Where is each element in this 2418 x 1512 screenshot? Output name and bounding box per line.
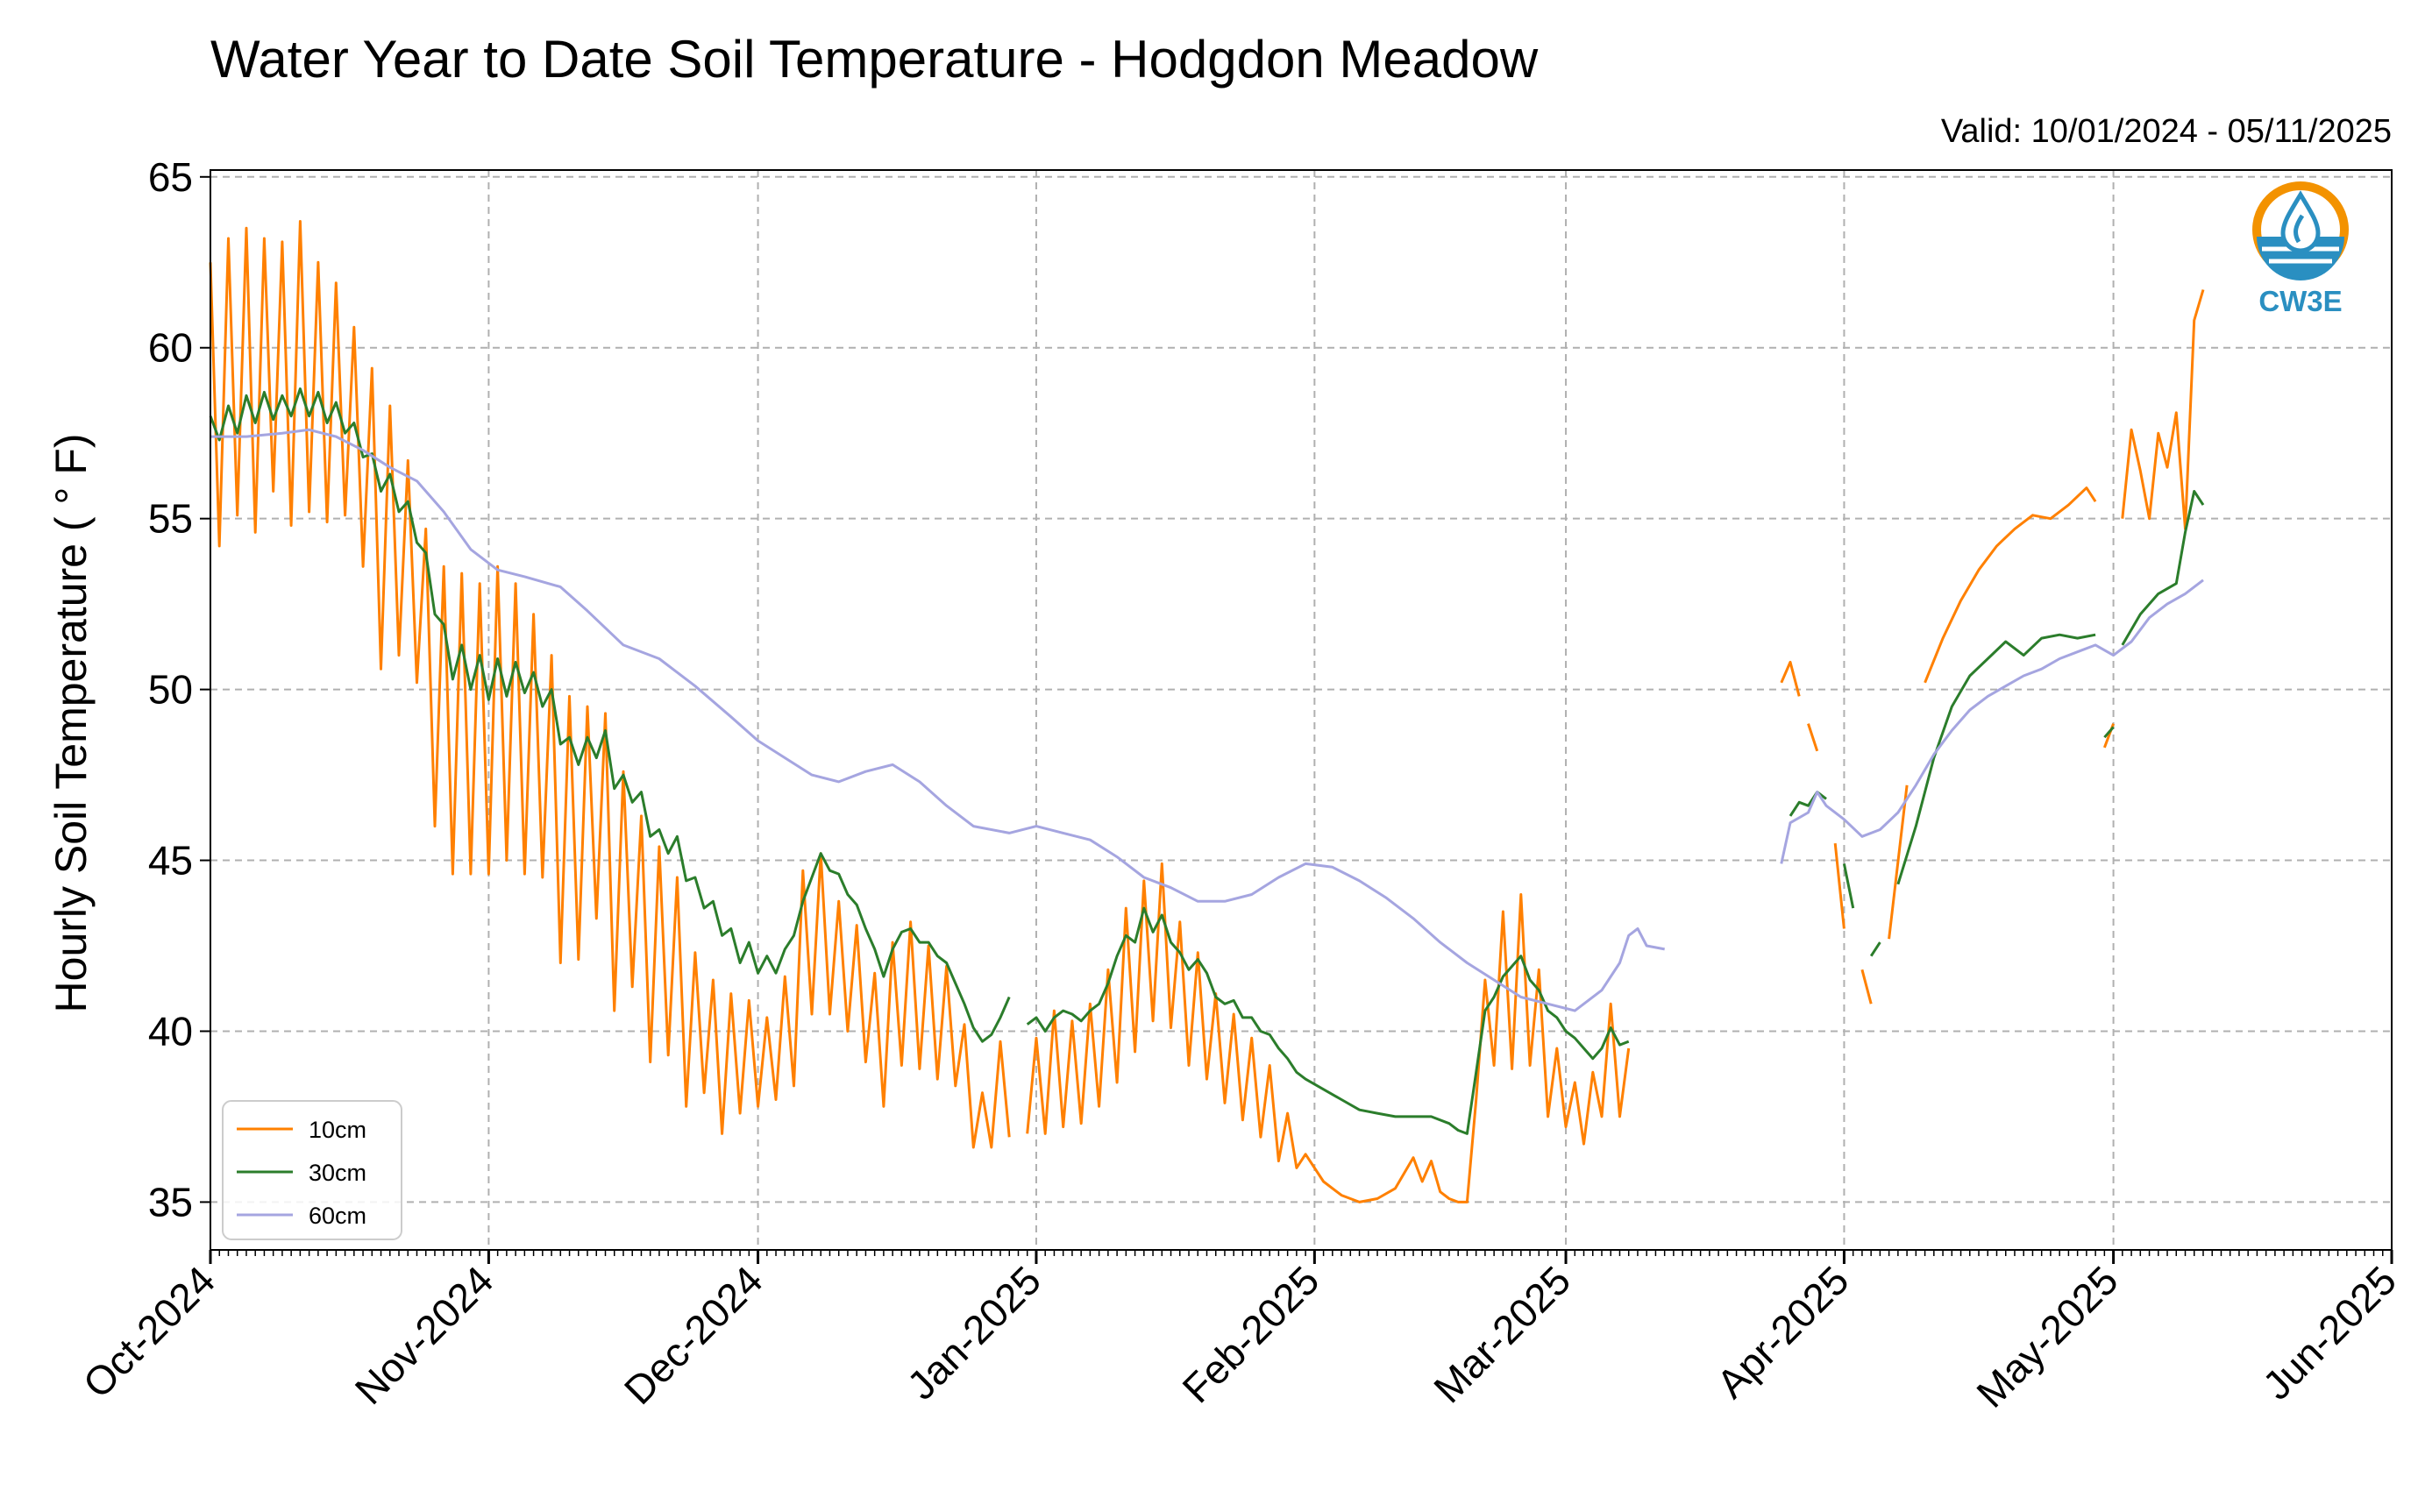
legend-box [222, 1100, 402, 1240]
y-tick-label: 60 [148, 325, 193, 371]
grid-lines [210, 170, 2393, 1250]
x-tick-label: Jan-2025 [899, 1257, 1049, 1408]
series-line-30cm [1896, 633, 2096, 885]
legend-label-30cm: 30cm [309, 1160, 366, 1186]
y-tick-label: 55 [148, 496, 193, 542]
chart-title: Water Year to Date Soil Temperature - Ho… [210, 30, 1539, 89]
series-line-10cm [1924, 486, 2097, 684]
legend: 10cm 30cm 60cm [222, 1100, 402, 1240]
chart-subtitle: Valid: 10/01/2024 - 05/11/2025 [1941, 113, 2392, 150]
series-line-10cm [1807, 723, 1819, 752]
logo-text: CW3E [2258, 285, 2342, 317]
series-line-30cm [1026, 906, 1630, 1135]
series-line-10cm [1833, 842, 1846, 929]
y-tick-label: 65 [148, 154, 193, 200]
y-axis-label: Hourly Soil Temperature ( ° F) [46, 434, 96, 1013]
legend-label-60cm: 60cm [309, 1203, 366, 1229]
y-tick-label: 35 [148, 1179, 193, 1225]
y-tick-label: 50 [148, 667, 193, 713]
series-line-10cm [2121, 289, 2205, 530]
x-tick-label: Jun-2025 [2254, 1257, 2405, 1408]
x-tick-label: Feb-2025 [1173, 1257, 1327, 1411]
series-line-60cm [1780, 579, 2204, 864]
plot-frame [210, 169, 2393, 1251]
y-tick-label: 40 [148, 1008, 193, 1054]
logo-flame-icon [2294, 214, 2305, 244]
x-tick-label: Oct-2024 [75, 1257, 224, 1407]
x-tick-label: May-2025 [1967, 1257, 2126, 1416]
series-line-10cm [1026, 862, 1631, 1203]
series-line-10cm [209, 220, 1011, 1149]
x-tick-label: Mar-2025 [1425, 1257, 1579, 1411]
x-tick-label: Dec-2024 [615, 1257, 772, 1413]
y-tick-label: 45 [148, 838, 193, 884]
legend-label-10cm: 10cm [309, 1117, 366, 1143]
series-line-30cm [1869, 941, 1881, 957]
cw3e-logo: CW3E [2252, 181, 2349, 317]
series-group [209, 220, 2205, 1203]
series-line-30cm [209, 387, 1011, 1043]
x-tick-label: Nov-2024 [346, 1257, 502, 1413]
axis-ticks: 35 40 45 50 55 60 65 Oct-2024 Nov-2024 Dec-2024 Ja… [75, 154, 2406, 1416]
x-minor-ticks [210, 1250, 2393, 1256]
series-line-10cm [1860, 969, 1873, 1004]
series-line-10cm [1780, 660, 1801, 697]
series-line-30cm [2103, 726, 2115, 739]
series-line-10cm [1888, 784, 1909, 940]
series-line-30cm [2121, 490, 2205, 646]
series-line-60cm [210, 428, 1665, 1012]
x-tick-label: Apr-2025 [1708, 1257, 1858, 1407]
series-line-30cm [1842, 863, 1855, 909]
